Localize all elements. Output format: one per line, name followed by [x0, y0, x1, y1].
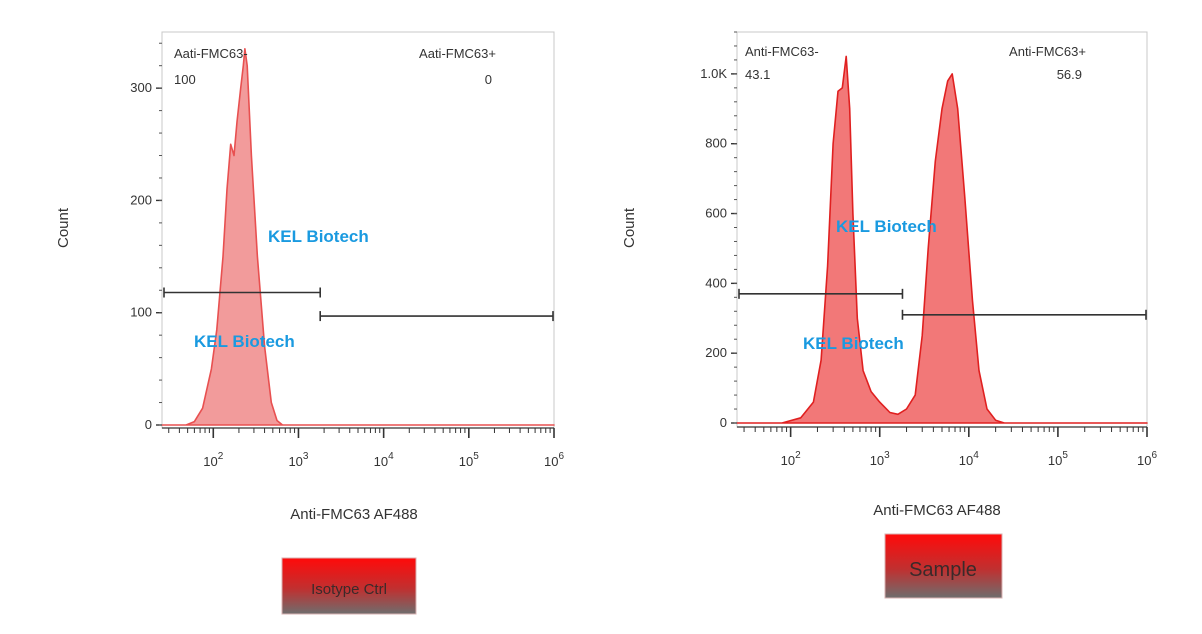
y-tick-label: 1.0K: [700, 66, 727, 81]
x-tick-label: 106: [1137, 450, 1157, 468]
x-tick-label: 102: [203, 451, 223, 469]
gate-bar: [901, 309, 1147, 320]
x-tick-label: 105: [1048, 450, 1068, 468]
gate-positive-name: Anti-FMC63+: [1009, 44, 1086, 59]
isotype-ctrl-histogram-panel: 0 100 200 300 102 103 104 105 106 Aati-FMC63- 1…: [55, 31, 564, 615]
y-tick-label: 400: [705, 275, 727, 290]
watermark-text: KEL Biotech: [836, 217, 937, 236]
x-tick-label: 106: [544, 451, 564, 469]
histogram-area: [161, 48, 555, 426]
isotype-ctrl-badge: Isotype Ctrl: [281, 557, 417, 615]
y-tick-label: 200: [705, 345, 727, 360]
x-tick-label: 102: [781, 450, 801, 468]
x-tick-label: 104: [959, 450, 979, 468]
gate-negative-percent: 43.1: [745, 67, 770, 82]
gate-bar: [319, 311, 554, 322]
y-tick-label: 0: [145, 417, 152, 432]
x-tick-label: 103: [870, 450, 890, 468]
gate-bar: [163, 287, 322, 298]
sample-histogram-panel: 0 200 400 600 800 1.0K 102 103 104 105 106 Anti-F…: [621, 31, 1157, 599]
gate-bar: [738, 288, 904, 299]
gate-positive-percent: 56.9: [1057, 67, 1082, 82]
gate-negative-name: Anti-FMC63-: [745, 44, 819, 59]
badge-label: Isotype Ctrl: [311, 581, 387, 598]
y-tick-label: 100: [130, 305, 152, 320]
x-tick-label: 104: [374, 451, 394, 469]
y-axis-title: Count: [55, 207, 72, 248]
y-tick-label: 800: [705, 136, 727, 151]
y-tick-label: 0: [720, 415, 727, 430]
gate-negative-name: Aati-FMC63-: [174, 46, 248, 61]
gate-positive-name: Aati-FMC63+: [419, 46, 496, 61]
x-axis-title: Anti-FMC63 AF488: [873, 502, 1001, 519]
x-axis-title: Anti-FMC63 AF488: [290, 506, 418, 523]
gate-negative-percent: 100: [174, 72, 196, 87]
x-tick-label: 105: [459, 451, 479, 469]
y-tick-label: 300: [130, 80, 152, 95]
watermark-text: KEL Biotech: [194, 332, 295, 351]
y-tick-label: 600: [705, 206, 727, 221]
gate-positive-percent: 0: [485, 72, 492, 87]
watermark-text: KEL Biotech: [803, 334, 904, 353]
histogram-area: [736, 55, 1148, 424]
watermark-text: KEL Biotech: [268, 227, 369, 246]
y-axis-title: Count: [621, 207, 638, 248]
sample-badge: Sample: [884, 533, 1003, 599]
y-tick-label: 200: [130, 192, 152, 207]
badge-label: Sample: [909, 559, 977, 581]
x-tick-label: 103: [288, 451, 308, 469]
